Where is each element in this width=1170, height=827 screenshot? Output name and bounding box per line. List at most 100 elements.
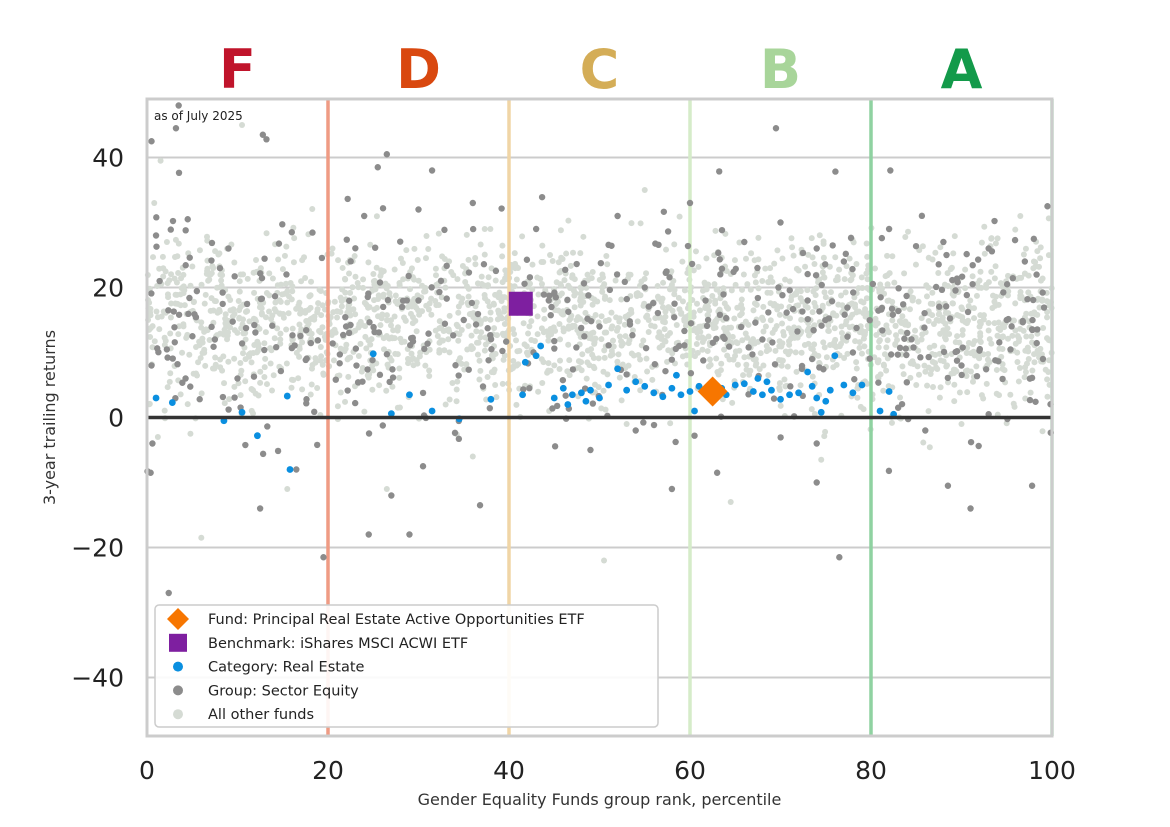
group-sector-equity-point <box>309 229 316 236</box>
other-fund-point <box>411 245 418 252</box>
other-fund-point <box>932 360 939 367</box>
other-fund-point <box>811 410 818 417</box>
group-sector-equity-point <box>917 354 924 361</box>
other-fund-point <box>446 312 453 319</box>
group-sector-equity-point <box>210 343 217 350</box>
category-real-estate-point <box>605 381 612 389</box>
other-fund-point <box>652 315 659 322</box>
other-fund-point <box>676 213 683 220</box>
other-fund-point <box>601 354 608 361</box>
other-fund-point <box>315 300 322 307</box>
other-fund-point <box>266 308 273 315</box>
category-real-estate-point <box>369 350 377 358</box>
other-fund-point <box>956 389 963 396</box>
other-fund-point <box>993 390 1000 397</box>
group-sector-equity-point <box>645 303 652 310</box>
other-fund-point <box>992 263 999 270</box>
other-fund-point <box>637 220 644 227</box>
other-fund-point <box>1022 395 1029 402</box>
other-fund-point <box>329 245 336 252</box>
other-fund-point <box>362 323 369 330</box>
other-fund-point <box>808 235 815 242</box>
other-fund-point <box>499 242 506 249</box>
other-fund-point <box>441 347 448 354</box>
other-fund-point <box>279 266 286 273</box>
other-fund-point <box>936 394 943 401</box>
other-fund-point <box>288 296 295 303</box>
group-sector-equity-point <box>783 309 790 316</box>
other-fund-point <box>231 310 238 317</box>
other-fund-point <box>746 371 753 378</box>
group-sector-equity-point <box>912 242 920 250</box>
other-fund-point <box>901 270 908 277</box>
other-fund-point <box>475 339 482 346</box>
other-fund-point <box>756 366 763 373</box>
group-sector-equity-point <box>925 353 932 361</box>
other-fund-point <box>236 288 243 295</box>
category-real-estate-point <box>406 391 413 399</box>
other-fund-point <box>221 380 228 387</box>
group-sector-equity-point <box>798 365 806 373</box>
other-fund-point <box>915 371 922 378</box>
other-fund-point <box>513 337 520 344</box>
other-fund-point <box>810 288 817 295</box>
other-fund-point <box>853 309 860 316</box>
other-fund-point <box>875 344 882 351</box>
other-fund-point <box>480 282 487 289</box>
other-fund-point <box>883 344 890 351</box>
other-fund-point <box>962 285 969 292</box>
other-fund-point <box>334 308 341 315</box>
other-fund-point <box>604 261 611 268</box>
other-fund-point <box>178 275 185 282</box>
other-fund-point <box>557 281 564 288</box>
other-fund-point <box>602 406 609 413</box>
group-sector-equity-point <box>889 311 897 318</box>
other-fund-point <box>767 274 774 281</box>
other-fund-point <box>967 297 974 304</box>
other-fund-point <box>466 311 473 318</box>
other-fund-point <box>840 336 847 343</box>
group-sector-equity-point <box>770 395 778 402</box>
other-fund-point <box>797 288 804 295</box>
group-sector-equity-point <box>169 217 177 225</box>
other-fund-point <box>762 265 769 272</box>
other-fund-point <box>371 281 378 288</box>
other-fund-point <box>396 374 403 381</box>
other-fund-point <box>820 339 827 346</box>
other-fund-point <box>283 280 290 287</box>
other-fund-point <box>925 318 932 325</box>
other-fund-point <box>893 332 900 339</box>
other-fund-point <box>547 367 554 374</box>
other-fund-point <box>252 316 259 323</box>
other-fund-point <box>1034 350 1041 357</box>
other-fund-point <box>940 358 947 365</box>
category-real-estate-point <box>858 381 866 389</box>
group-sector-equity-point <box>668 356 676 363</box>
group-sector-equity-point <box>384 296 392 304</box>
other-fund-point <box>441 255 448 262</box>
group-sector-equity-point <box>332 376 339 383</box>
group-sector-equity-point <box>623 371 630 378</box>
group-sector-equity-point <box>229 318 236 325</box>
group-sector-equity-point <box>219 393 227 401</box>
other-fund-point <box>432 265 439 272</box>
other-fund-point <box>699 287 706 294</box>
category-real-estate-point <box>532 352 540 360</box>
other-fund-point <box>166 378 173 385</box>
category-real-estate-point <box>587 386 594 394</box>
group-sector-equity-point <box>910 344 917 351</box>
other-fund-point <box>1023 333 1030 340</box>
other-fund-point <box>1029 367 1036 374</box>
group-sector-equity-point <box>952 287 959 294</box>
other-fund-point <box>640 337 647 344</box>
group-sector-equity-point <box>408 334 415 342</box>
other-fund-point <box>821 433 828 440</box>
other-fund-point <box>426 367 433 374</box>
other-fund-point <box>371 297 378 304</box>
other-fund-point <box>283 360 290 367</box>
group-sector-equity-point <box>553 402 561 410</box>
other-fund-point <box>207 307 214 314</box>
other-fund-point <box>161 334 168 341</box>
other-fund-point <box>778 362 785 369</box>
other-fund-point <box>563 250 570 257</box>
